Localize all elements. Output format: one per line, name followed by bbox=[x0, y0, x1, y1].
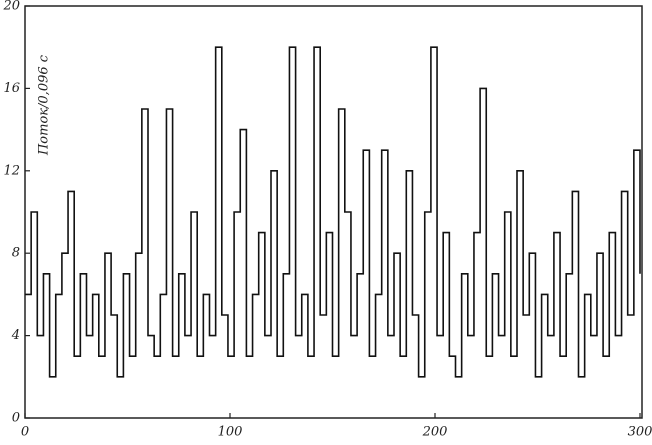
y-tick-label: 12 bbox=[3, 163, 20, 178]
plot-frame bbox=[24, 5, 643, 419]
y-tick-label: 20 bbox=[2, 0, 20, 14]
y-tick-label: 4 bbox=[11, 328, 20, 343]
x-tick-label: 300 bbox=[628, 425, 652, 440]
x-tick-label: 100 bbox=[218, 425, 243, 440]
y-tick-label: 0 bbox=[12, 411, 20, 426]
y-tick-label: 8 bbox=[12, 246, 20, 261]
y-tick-label: 16 bbox=[3, 81, 20, 96]
data-line bbox=[25, 46, 641, 378]
x-tick-label: 200 bbox=[422, 425, 448, 440]
y-axis-label: Поток/0,096 с bbox=[37, 54, 52, 156]
x-tick-label: 0 bbox=[21, 425, 29, 440]
